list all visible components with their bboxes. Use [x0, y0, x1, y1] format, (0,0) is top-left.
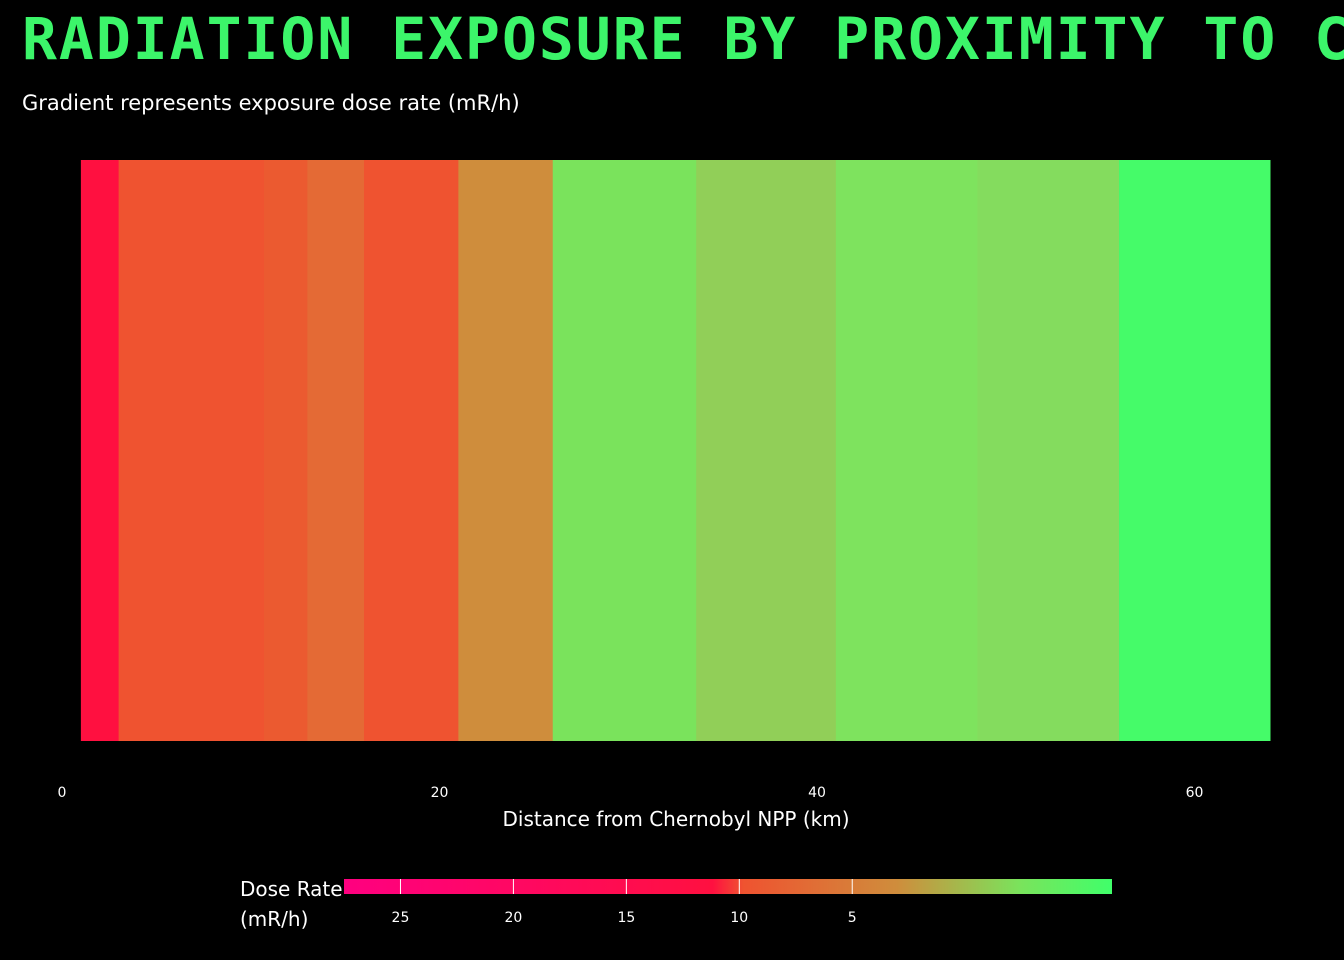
x-tick-label: 20: [431, 785, 449, 801]
x-axis: 0 20 40 60: [58, 785, 1204, 801]
heatmap-cell: [696, 160, 837, 741]
x-tick-label: 60: [1186, 785, 1204, 801]
x-tick-label: 40: [808, 785, 826, 801]
colorbar-ticks: 25 20 15 10 5: [392, 879, 857, 926]
heatmap-cell: [364, 160, 459, 741]
chart-title: RADIATION EXPOSURE BY PROXIMITY TO CH: [22, 6, 1344, 72]
colorbar-tick-label: 25: [392, 910, 410, 926]
colorbar-tick-label: 5: [848, 910, 857, 926]
heatmap-cell: [458, 160, 554, 741]
plot-area: [80, 160, 1271, 741]
chart-subtitle: Gradient represents exposure dose rate (…: [22, 91, 520, 115]
colorbar-tick-label: 10: [730, 910, 748, 926]
colorbar-tick-label: 15: [617, 910, 635, 926]
colorbar-legend: Dose Rate (mR/h) 25 20 15 10 5: [240, 877, 1112, 931]
heatmap-cell: [977, 160, 1120, 741]
colorbar-unit: (mR/h): [240, 907, 308, 931]
heatmap-cell: [307, 160, 365, 741]
heatmap-cell: [835, 160, 978, 741]
heatmap-cell: [80, 160, 120, 741]
colorbar-gradient: [344, 879, 1112, 894]
colorbar-title: Dose Rate: [240, 877, 343, 901]
heatmap-cell: [118, 160, 265, 741]
colorbar-tick-label: 20: [504, 910, 522, 926]
x-axis-title: Distance from Chernobyl NPP (km): [503, 807, 850, 831]
heatmap-cell: [1119, 160, 1271, 741]
heatmap-cell: [263, 160, 308, 741]
heatmap-cell: [552, 160, 697, 741]
x-tick-label: 0: [58, 785, 67, 801]
